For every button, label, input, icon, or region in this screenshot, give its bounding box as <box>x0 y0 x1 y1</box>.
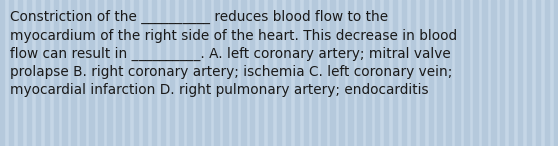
Bar <box>473 0 478 146</box>
Bar <box>464 0 469 146</box>
Bar <box>45 0 49 146</box>
Bar <box>179 0 183 146</box>
Bar <box>500 0 504 146</box>
Bar <box>420 0 424 146</box>
Bar <box>330 0 335 146</box>
Bar <box>205 0 210 146</box>
Bar <box>223 0 228 146</box>
Bar <box>482 0 487 146</box>
Bar <box>339 0 344 146</box>
Bar <box>214 0 219 146</box>
Bar <box>429 0 433 146</box>
Bar <box>241 0 246 146</box>
Bar <box>312 0 317 146</box>
Bar <box>232 0 237 146</box>
Bar <box>455 0 460 146</box>
Bar <box>402 0 406 146</box>
Bar <box>27 0 31 146</box>
Bar <box>71 0 76 146</box>
Bar <box>348 0 353 146</box>
Bar <box>437 0 442 146</box>
Bar <box>268 0 272 146</box>
Bar <box>509 0 513 146</box>
Bar <box>366 0 371 146</box>
Bar <box>116 0 121 146</box>
Bar <box>491 0 496 146</box>
Bar <box>134 0 138 146</box>
Bar <box>18 0 22 146</box>
Bar <box>554 0 558 146</box>
Bar <box>9 0 13 146</box>
Bar <box>411 0 415 146</box>
Bar <box>62 0 67 146</box>
Bar <box>393 0 397 146</box>
Bar <box>536 0 540 146</box>
Bar <box>375 0 379 146</box>
Bar <box>152 0 156 146</box>
Text: Constriction of the __________ reduces blood flow to the
myocardium of the right: Constriction of the __________ reduces b… <box>10 10 457 97</box>
Bar <box>143 0 147 146</box>
Bar <box>286 0 290 146</box>
Bar <box>80 0 85 146</box>
Bar <box>384 0 388 146</box>
Bar <box>527 0 531 146</box>
Bar <box>125 0 129 146</box>
Bar <box>304 0 308 146</box>
Bar <box>0 0 4 146</box>
Bar <box>36 0 40 146</box>
Bar <box>89 0 94 146</box>
Bar <box>196 0 201 146</box>
Bar <box>545 0 549 146</box>
Bar <box>161 0 165 146</box>
Bar <box>321 0 326 146</box>
Bar <box>259 0 263 146</box>
Bar <box>446 0 451 146</box>
Bar <box>170 0 174 146</box>
Bar <box>187 0 192 146</box>
Bar <box>107 0 112 146</box>
Bar <box>518 0 522 146</box>
Bar <box>295 0 299 146</box>
Bar <box>357 0 362 146</box>
Bar <box>277 0 281 146</box>
Bar <box>54 0 58 146</box>
Bar <box>98 0 103 146</box>
Bar <box>250 0 254 146</box>
